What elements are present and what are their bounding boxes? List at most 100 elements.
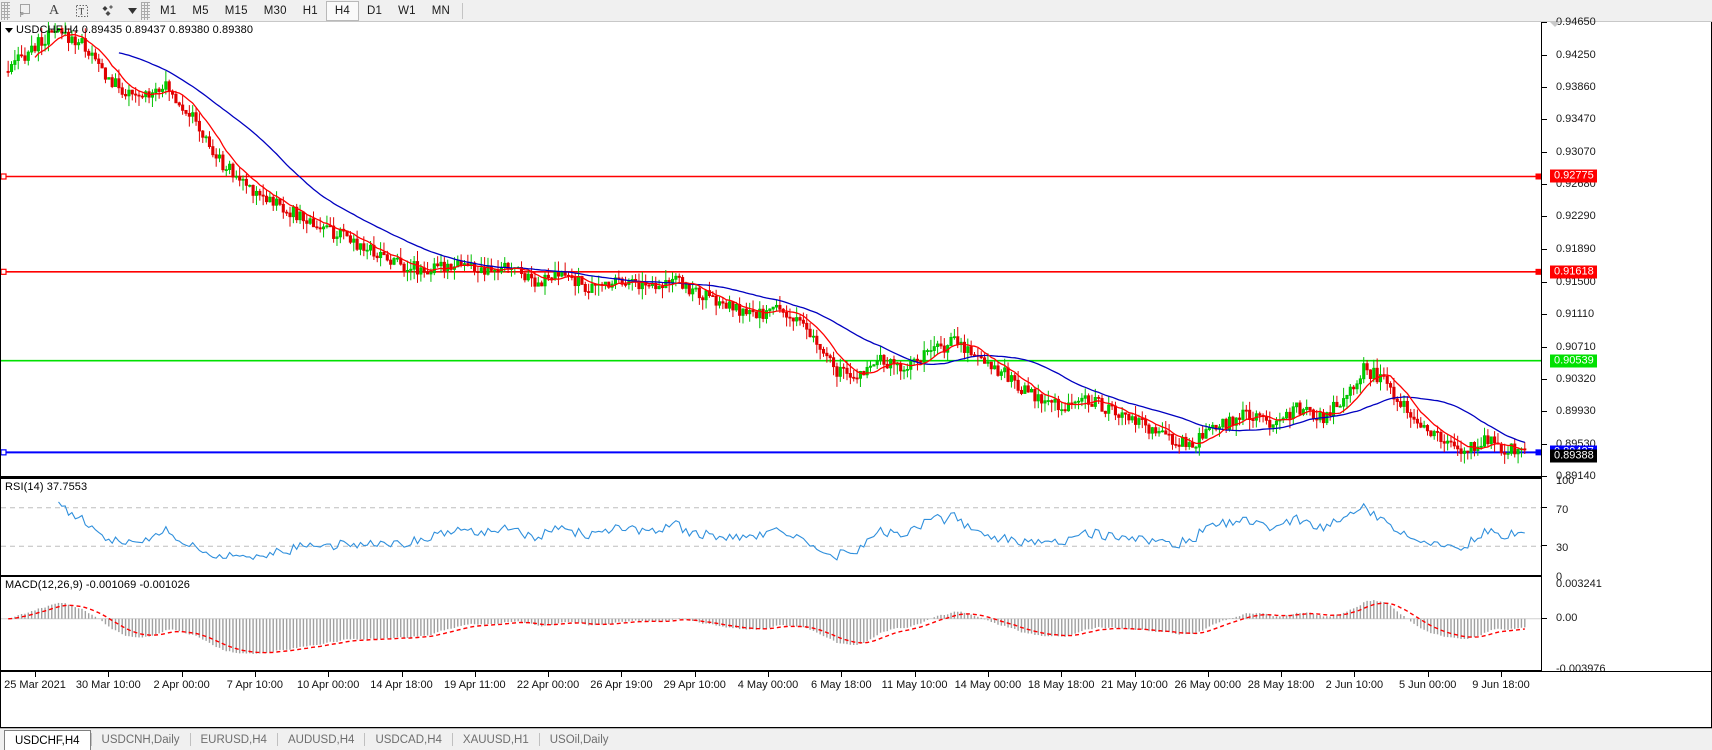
time-axis-tick [1134, 672, 1136, 677]
price-axis-tick [1542, 281, 1547, 283]
rsi-axis-label: 30 [1556, 542, 1569, 555]
price-axis-tick [1542, 313, 1547, 315]
time-axis-label: 7 Apr 10:00 [226, 679, 284, 691]
price-axis-tick [1542, 216, 1547, 218]
price-axis-label: 0.90710 [1556, 340, 1596, 353]
svg-text:F: F [20, 13, 24, 18]
tab-divider [90, 733, 92, 746]
macd-axis-label: 0.00 [1556, 611, 1578, 624]
price-axis-label: 0.91110 [1556, 307, 1595, 320]
price-axis-tick [1542, 152, 1547, 154]
timeframe-w1[interactable]: W1 [398, 4, 416, 17]
price-axis-tick [1542, 476, 1547, 477]
tab-usdchf-h4[interactable]: USDCHF,H4 [4, 730, 91, 750]
time-axis-label: 29 Apr 10:00 [663, 679, 726, 691]
price-axis-tick [1542, 87, 1547, 89]
time-axis-tick [1427, 672, 1429, 677]
resistance-level-2-badge[interactable]: 0.91618 [1550, 265, 1597, 279]
time-axis-label: 26 Apr 19:00 [590, 679, 653, 691]
bid-price-badge[interactable]: 0.89388 [1550, 449, 1597, 463]
price-axis[interactable]: 0.94650 0.94250 0.93860 0.93470 0.93070 0.926… [1541, 16, 1711, 675]
chart-area[interactable]: USDCHF,H4 0.89435 0.89437 0.89380 0.8938… [0, 16, 1712, 728]
chart-toolbar: F A T M1 M5 M15 M30 H1 H4 D1 [0, 0, 1712, 22]
price-axis-label: 0.90320 [1556, 372, 1596, 385]
text-label-icon[interactable]: A [48, 2, 60, 18]
tab-usdcad-h4[interactable]: USDCAD,H4 [375, 733, 442, 746]
time-axis-label: 26 May 00:00 [1174, 679, 1242, 691]
timeframe-m15[interactable]: M15 [224, 4, 248, 17]
support-level-badge[interactable]: 0.90539 [1550, 354, 1597, 368]
tab-divider [364, 733, 366, 746]
timeframe-m30[interactable]: M30 [263, 4, 287, 17]
macd-axis-label: 0.003241 [1556, 578, 1602, 590]
resistance-level-1-badge[interactable]: 0.92775 [1550, 169, 1597, 183]
tab-usoil-daily[interactable]: USOil,Daily [549, 733, 609, 746]
rsi-axis-label: 70 [1556, 503, 1569, 516]
scroll-indicator-icon[interactable] [1550, 22, 1560, 28]
time-axis[interactable]: 25 Mar 2021 30 Mar 10:00 2 Apr 00:00 7 Apr … [1, 671, 1711, 697]
macd-header: MACD(12,26,9) -0.001069 -0.001026 [5, 579, 190, 591]
timeframe-h1[interactable]: H1 [302, 4, 318, 17]
toolbar-grip-1[interactable] [1, 1, 10, 20]
time-axis-label: 10 Apr 00:00 [296, 679, 360, 691]
timeframe-d1[interactable]: D1 [366, 4, 383, 17]
toolbar-grip-2[interactable] [141, 1, 150, 20]
shapes-icon[interactable] [96, 1, 124, 21]
timeframe-mn[interactable]: MN [431, 4, 451, 17]
time-axis-tick [108, 672, 110, 677]
price-axis-tick [1542, 119, 1547, 121]
rsi-pane[interactable]: RSI(14) 37.7553 [1, 478, 1541, 576]
macd-plot [1, 600, 1541, 654]
dropdown-arrow-icon[interactable] [124, 1, 140, 21]
time-axis-tick [254, 672, 256, 677]
price-axis-tick [1542, 410, 1547, 412]
tab-xauusd-h1[interactable]: XAUUSD,H1 [462, 733, 529, 746]
rsi-axis-tick [1542, 545, 1547, 547]
price-axis-label: 0.92290 [1556, 210, 1596, 223]
time-axis-tick [1207, 672, 1209, 677]
price-axis-tick [1542, 22, 1547, 23]
chart-header-text: USDCHF,H4 0.89435 0.89437 0.89380 0.8938… [16, 24, 254, 36]
time-axis-tick [328, 672, 330, 677]
price-axis-label: 0.91500 [1556, 275, 1596, 288]
price-axis-tick [1542, 378, 1547, 380]
time-axis-tick [621, 672, 623, 677]
price-axis-label: 0.93470 [1556, 113, 1596, 126]
crosshair-icon[interactable]: F [12, 1, 40, 21]
time-axis-label: 25 Mar 2021 [4, 679, 66, 691]
tab-divider [538, 733, 540, 746]
price-plot [1, 22, 1541, 464]
time-axis-label: 4 May 00:00 [737, 679, 799, 691]
toolbar-divider [462, 2, 464, 19]
time-axis-label: 28 May 18:00 [1247, 679, 1315, 691]
time-axis-tick [694, 672, 696, 677]
rsi-plot [1, 501, 1541, 561]
timeframe-m5[interactable]: M5 [192, 4, 209, 17]
time-axis-tick [987, 672, 989, 677]
price-axis-label: 0.93070 [1556, 146, 1596, 159]
price-axis-label: 0.89140 [1556, 470, 1596, 482]
price-axis-label: 0.93860 [1556, 81, 1596, 94]
time-axis-tick [914, 672, 916, 677]
time-axis-label: 21 May 10:00 [1101, 679, 1168, 691]
collapse-arrow-icon[interactable] [5, 27, 13, 33]
tab-audusd-h4[interactable]: AUDUSD,H4 [287, 733, 355, 746]
tab-usdcnh-daily[interactable]: USDCNH,Daily [101, 733, 180, 746]
time-axis-label: 6 May 18:00 [811, 679, 872, 691]
time-axis-tick [1501, 672, 1502, 677]
timeframe-m1[interactable]: M1 [160, 4, 177, 17]
tab-eurusd-h4[interactable]: EURUSD,H4 [200, 733, 267, 746]
time-axis-label: 2 Jun 10:00 [1325, 679, 1384, 691]
time-axis-tick [1061, 672, 1063, 677]
time-axis-label: 2 Apr 00:00 [153, 679, 210, 691]
price-pane[interactable]: USDCHF,H4 0.89435 0.89437 0.89380 0.8938… [1, 22, 1541, 478]
macd-pane[interactable]: MACD(12,26,9) -0.001069 -0.001026 [1, 576, 1541, 671]
price-axis-tick [1542, 249, 1547, 251]
text-box-icon[interactable]: T [68, 1, 96, 21]
macd-axis-tick [1542, 617, 1547, 619]
timeframe-h4[interactable]: H4 [325, 0, 359, 21]
chart-header: USDCHF,H4 0.89435 0.89437 0.89380 0.8938… [5, 24, 253, 36]
price-axis-tick [1542, 54, 1547, 56]
tab-divider [189, 733, 191, 746]
